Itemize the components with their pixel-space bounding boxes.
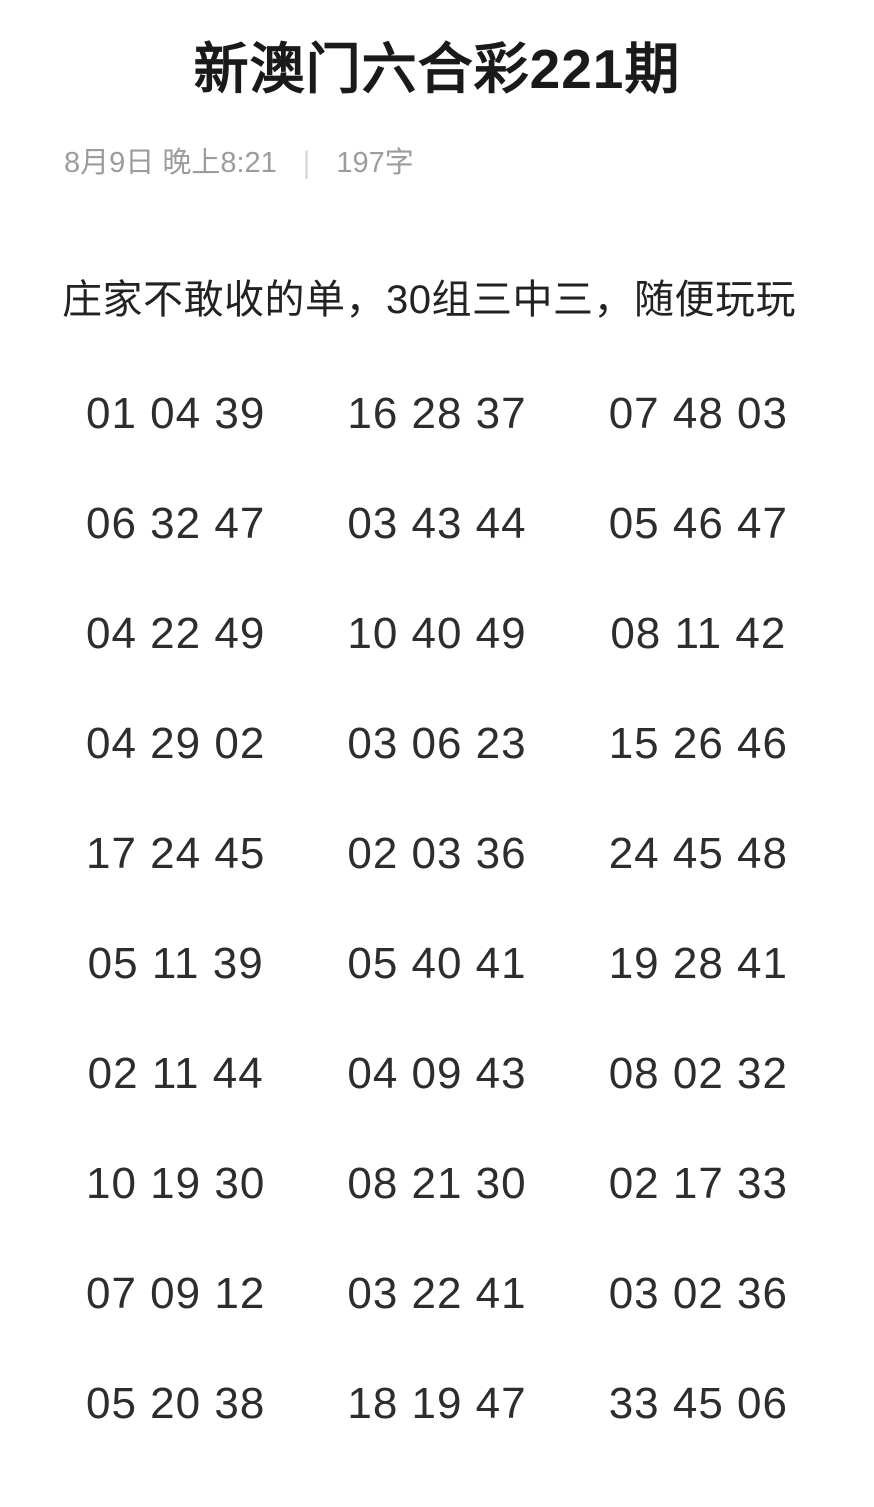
- number-group: 05 46 47: [608, 499, 788, 548]
- article-meta: 8月9日 晚上8:21 | 197字: [64, 146, 874, 180]
- number-group: 19 28 41: [608, 939, 788, 988]
- meta-separator: |: [302, 146, 311, 180]
- number-group: 05 11 39: [87, 939, 264, 988]
- number-group: 02 03 36: [347, 829, 527, 878]
- number-group: 10 40 49: [347, 609, 527, 658]
- number-group: 24 45 48: [608, 829, 788, 878]
- page-title: 新澳门六合彩221期: [193, 38, 681, 100]
- number-group: 03 06 23: [347, 719, 527, 768]
- number-group: 03 02 36: [608, 1269, 788, 1318]
- number-group: 16 28 37: [347, 389, 527, 438]
- word-count: 197字: [336, 147, 414, 179]
- lead-sentence: 庄家不敢收的单，30组三中三，随便玩玩: [62, 278, 796, 322]
- number-group: 04 29 02: [86, 719, 266, 768]
- number-group: 04 09 43: [347, 1049, 527, 1098]
- number-group: 04 22 49: [86, 609, 266, 658]
- number-group: 05 20 38: [86, 1379, 266, 1428]
- number-group: 06 32 47: [86, 499, 266, 548]
- number-group: 05 40 41: [347, 939, 527, 988]
- numbers-grid: 01 04 39 16 28 37 07 48 03 06 32 47 03 43 44…: [45, 359, 829, 1459]
- number-group: 15 26 46: [608, 719, 788, 768]
- number-group: 07 09 12: [86, 1269, 266, 1318]
- number-group: 01 04 39: [86, 389, 266, 438]
- number-group: 03 22 41: [347, 1269, 527, 1318]
- number-group: 08 11 42: [610, 609, 787, 658]
- number-group: 17 24 45: [86, 829, 266, 878]
- number-group: 08 21 30: [347, 1159, 527, 1208]
- number-group: 33 45 06: [608, 1379, 788, 1428]
- number-group: 02 17 33: [608, 1159, 788, 1208]
- number-group: 02 11 44: [87, 1049, 264, 1098]
- number-group: 08 02 32: [608, 1049, 788, 1098]
- number-group: 03 43 44: [347, 499, 527, 548]
- publish-datetime: 8月9日 晚上8:21: [64, 147, 277, 179]
- number-group: 10 19 30: [86, 1159, 266, 1208]
- number-group: 18 19 47: [347, 1379, 527, 1428]
- number-group: 07 48 03: [608, 389, 788, 438]
